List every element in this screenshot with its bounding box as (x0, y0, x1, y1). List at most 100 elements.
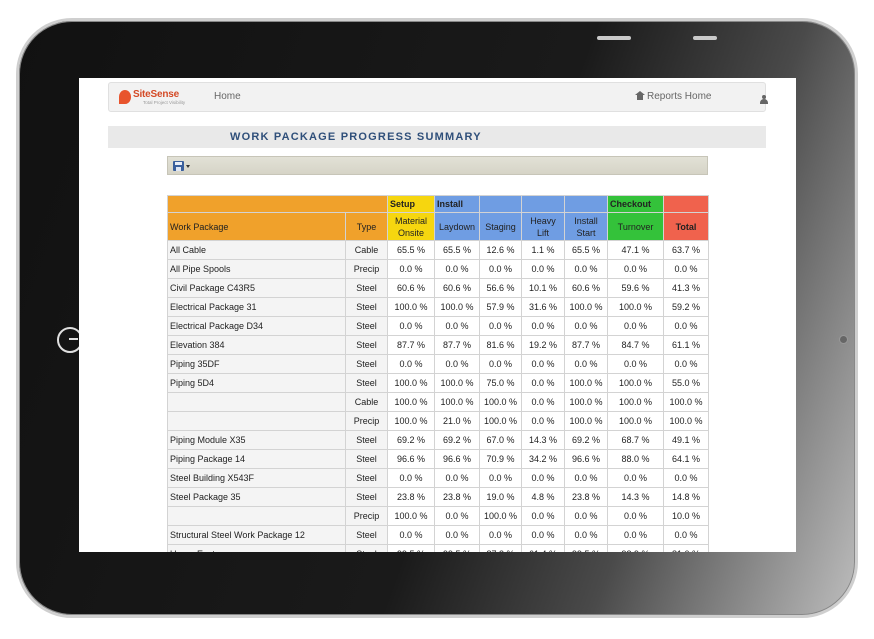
progress-cell: 100.0 % (564, 297, 608, 317)
progress-cell: 100.0 % (387, 392, 435, 412)
progress-cell: 1.1 % (521, 240, 565, 260)
chevron-down-icon[interactable] (186, 165, 190, 168)
progress-cell: 0.0 % (434, 468, 480, 488)
progress-cell: 0.0 % (564, 506, 608, 526)
progress-cell: 59.6 % (607, 278, 664, 298)
progress-cell: 0.0 % (663, 354, 709, 374)
progress-cell: 14.8 % (663, 487, 709, 507)
progress-cell: 87.7 % (387, 335, 435, 355)
table-row: Electrical Package D34 Steel 0.0 % 0.0 % 0.0… (167, 316, 709, 336)
progress-cell: 0.0 % (564, 468, 608, 488)
progress-cell: 14.3 % (521, 430, 565, 450)
progress-cell: 55.0 % (663, 373, 709, 393)
table-row: Piping Module X35 Steel 69.2 % 69.2 % 67.0 %… (167, 430, 709, 450)
progress-cell: 34.2 % (521, 449, 565, 469)
progress-cell: 63.7 % (663, 240, 709, 260)
table-row: Civil Package C43R5 Steel 60.6 % 60.6 % 56.6… (167, 278, 709, 298)
column-header-heavy-lift[interactable]: Heavy Lift (521, 212, 565, 241)
group-header-install: Install (434, 195, 480, 213)
type-cell: Steel (345, 525, 388, 545)
progress-cell: 65.5 % (564, 240, 608, 260)
progress-cell: 0.0 % (479, 525, 522, 545)
progress-cell: 67.0 % (479, 430, 522, 450)
progress-cell: 0.0 % (564, 354, 608, 374)
progress-cell: 100.0 % (564, 411, 608, 431)
progress-cell: 0.0 % (521, 411, 565, 431)
progress-cell: 0.0 % (521, 354, 565, 374)
progress-cell: 100.0 % (607, 411, 664, 431)
column-header-staging[interactable]: Staging (479, 212, 522, 241)
column-header-turnover[interactable]: Turnover (607, 212, 664, 241)
progress-cell: 100.0 % (564, 373, 608, 393)
progress-cell: 75.0 % (479, 373, 522, 393)
progress-cell: 0.0 % (607, 525, 664, 545)
progress-cell: 12.6 % (479, 240, 522, 260)
progress-cell: 0.0 % (607, 468, 664, 488)
user-icon[interactable] (760, 95, 768, 104)
table-row: Electrical Package 31 Steel 100.0 % 100.0 %… (167, 297, 709, 317)
work-package-cell: Civil Package C43R5 (167, 278, 346, 298)
progress-cell: 47.1 % (607, 240, 664, 260)
progress-cell: 65.5 % (387, 240, 435, 260)
progress-table: Setup Install Checkout Work Package Type… (167, 195, 709, 552)
progress-cell: 99.5 % (564, 544, 608, 552)
table-row: All Cable Cable 65.5 % 65.5 % 12.6 % 1.1 % 65.… (167, 240, 709, 260)
progress-cell: 0.0 % (479, 259, 522, 279)
work-package-cell: Electrical Package D34 (167, 316, 346, 336)
progress-cell: 4.8 % (521, 487, 565, 507)
column-header-install-start[interactable]: Install Start (564, 212, 608, 241)
group-header-row: Setup Install Checkout (167, 195, 709, 213)
progress-cell: 64.1 % (663, 449, 709, 469)
progress-cell: 0.0 % (387, 259, 435, 279)
progress-cell: 10.0 % (663, 506, 709, 526)
table-row: Precip 100.0 % 21.0 % 100.0 % 0.0 % 100.0 % 10… (167, 411, 709, 431)
table-row: Piping 35DF Steel 0.0 % 0.0 % 0.0 % 0.0 % 0.0 … (167, 354, 709, 374)
type-cell: Cable (345, 392, 388, 412)
progress-cell: 0.0 % (521, 259, 565, 279)
progress-cell: 69.2 % (564, 430, 608, 450)
progress-cell: 68.7 % (607, 430, 664, 450)
progress-cell: 100.0 % (564, 392, 608, 412)
type-cell: Cable (345, 240, 388, 260)
progress-cell: 0.0 % (564, 525, 608, 545)
progress-cell: 59.2 % (663, 297, 709, 317)
nav-home-link[interactable]: Home (214, 91, 241, 102)
column-header-type[interactable]: Type (345, 212, 388, 241)
progress-cell: 0.0 % (663, 525, 709, 545)
progress-cell: 61.4 % (521, 544, 565, 552)
progress-cell: 0.0 % (521, 392, 565, 412)
progress-cell: 100.0 % (607, 392, 664, 412)
progress-cell: 0.0 % (387, 525, 435, 545)
progress-cell: 31.6 % (521, 297, 565, 317)
column-header-work-package[interactable]: Work Package (167, 212, 346, 241)
progress-cell: 14.3 % (607, 487, 664, 507)
progress-cell: 0.0 % (521, 316, 565, 336)
type-cell: Steel (345, 278, 388, 298)
column-header-total[interactable]: Total (663, 212, 709, 241)
progress-cell: 0.0 % (663, 316, 709, 336)
column-header-laydown[interactable]: Laydown (434, 212, 480, 241)
tablet-top-button (693, 36, 717, 40)
progress-cell: 0.0 % (434, 525, 480, 545)
work-package-cell (167, 506, 346, 526)
progress-cell: 100.0 % (479, 392, 522, 412)
progress-cell: 100.0 % (434, 297, 480, 317)
sitesense-logo[interactable]: SiteSense Total Project Visibility (119, 89, 199, 107)
type-cell: Steel (345, 487, 388, 507)
report-toolbar (167, 156, 708, 175)
table-row: Structural Steel Work Package 12 Steel 0.0… (167, 525, 709, 545)
progress-cell: 23.8 % (564, 487, 608, 507)
progress-cell: 0.0 % (607, 506, 664, 526)
progress-cell: 0.0 % (387, 316, 435, 336)
logo-tagline: Total Project Visibility (143, 100, 186, 105)
column-header-material-onsite[interactable]: Material Onsite (387, 212, 435, 241)
reports-home-link[interactable]: Reports Home (635, 91, 711, 102)
camera-icon (839, 335, 848, 344)
table-row: Piping Package 14 Steel 96.6 % 96.6 % 70.9 %… (167, 449, 709, 469)
save-icon[interactable] (173, 161, 184, 171)
progress-cell: 70.9 % (479, 449, 522, 469)
progress-cell: 87.7 % (434, 335, 480, 355)
type-cell: Steel (345, 468, 388, 488)
group-header-blank (479, 195, 522, 213)
progress-cell: 0.0 % (663, 468, 709, 488)
